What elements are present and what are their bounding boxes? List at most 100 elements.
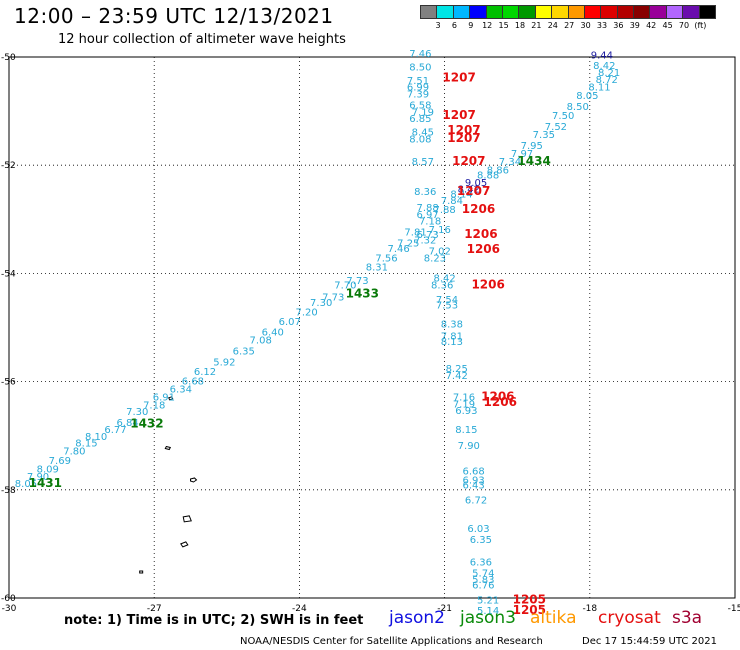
- wave-height-label: 6.68: [182, 376, 204, 387]
- legend-item-s3a: s3a: [672, 608, 703, 628]
- pass-time-label: 1206: [471, 278, 504, 292]
- map-frame: [8, 56, 736, 599]
- wave-height-label: 6.12: [194, 367, 216, 378]
- color-scale-label: 3: [435, 21, 441, 30]
- pass-time-label: 1206: [462, 202, 495, 216]
- pass-time-label: 1433: [346, 287, 379, 301]
- pass-time-label: 1206: [467, 242, 500, 256]
- legend-item-altika: altika: [530, 608, 577, 628]
- wave-height-label: 7.54: [436, 295, 458, 306]
- wave-height-label: 7.73: [322, 292, 344, 303]
- wave-height-label: 8.14: [450, 190, 472, 201]
- y-tick-label: -50: [1, 53, 16, 63]
- wave-height-label: 7.46: [387, 244, 409, 255]
- wave-height-label: 7.30: [126, 407, 148, 418]
- wave-height-label: 6.58: [409, 100, 431, 111]
- color-scale-label: 6: [451, 21, 457, 30]
- legend-item-jason3: jason3: [460, 608, 516, 628]
- wave-height-label: 6.93: [463, 475, 485, 486]
- pass-time-label: 1207: [442, 108, 475, 122]
- wave-height-label: 8.23: [424, 253, 446, 264]
- island-outline: [182, 515, 192, 523]
- color-scale-label: 12: [482, 21, 493, 30]
- color-scale-labels: 3 6 9 12 15 18 21 24 27 30 33 36 39 42 45 70 (ft): [421, 21, 731, 33]
- island-outline: [139, 570, 144, 574]
- wave-height-label: 8.05: [576, 91, 598, 102]
- wave-height-label: 8.42: [458, 184, 480, 195]
- wave-height-label: 8.72: [596, 75, 618, 86]
- legend-item-cryosat: cryosat: [598, 608, 661, 628]
- island-outline: [168, 396, 174, 401]
- color-scale-label: 18: [514, 21, 526, 30]
- wave-height-label: 6.35: [233, 347, 255, 358]
- x-tick-label: -21: [437, 604, 452, 614]
- wave-height-label: 7.69: [49, 456, 71, 467]
- wave-height-label: 7.81: [441, 331, 463, 342]
- x-tick-label: -15: [728, 604, 740, 614]
- wave-height-label: 6.36: [470, 558, 492, 569]
- wave-height-label: 7.95: [521, 141, 543, 152]
- color-scale-label: 39: [629, 21, 640, 30]
- footer-credit: NOAA/NESDIS Center for Satellite Applica…: [240, 636, 543, 647]
- island-outline: [190, 477, 198, 483]
- wave-height-label: 8.21: [598, 68, 620, 79]
- wave-height-label: 5.92: [213, 357, 235, 368]
- wave-height-label: 8.13: [441, 337, 463, 348]
- wave-height-label: 7.90: [458, 441, 480, 452]
- note-text: note: 1) Time is in UTC; 2) SWH is in fe…: [64, 613, 364, 628]
- wave-height-label: 8.38: [441, 320, 463, 331]
- pass-time-label: 1206: [484, 395, 517, 409]
- wave-height-label: 6.03: [467, 524, 489, 535]
- wave-height-label: 8.42: [593, 61, 615, 72]
- wave-height-label: 7.50: [552, 111, 574, 122]
- wave-height-label: 6.77: [104, 425, 126, 436]
- color-scale-label: 24: [547, 21, 558, 30]
- wave-height-label: 6.91: [153, 393, 175, 404]
- wave-height-label: 6.40: [262, 328, 284, 339]
- wave-height-label: 7.19: [412, 107, 434, 118]
- pass-time-label: 1207: [447, 123, 480, 137]
- wave-height-label: 7.34: [499, 157, 521, 168]
- wave-height-label: 7.25: [397, 238, 419, 249]
- pass-time-label: 1205: [513, 603, 546, 617]
- wave-height-label: 8.10: [85, 432, 107, 443]
- y-tick-label: -56: [1, 378, 16, 388]
- wave-height-label: 7.30: [310, 298, 332, 309]
- wave-height-label: 8.50: [567, 102, 589, 113]
- y-tick-label: -58: [1, 486, 16, 496]
- wave-height-label: 6.68: [463, 467, 485, 478]
- wave-height-label: 5.74: [472, 568, 494, 579]
- pass-time-label: 1207: [442, 70, 475, 84]
- wave-height-label: 7.08: [250, 336, 272, 347]
- color-scale-bar: [420, 5, 717, 19]
- color-scale-label: (ft): [694, 21, 707, 30]
- pass-time-label: 1207: [447, 131, 480, 145]
- wave-height-label: 7.39: [407, 90, 429, 101]
- color-scale-label: 15: [498, 21, 509, 30]
- color-scale-label: 9: [468, 21, 474, 30]
- wave-height-label: 6.35: [470, 535, 492, 546]
- wave-height-label: 8.57: [412, 157, 434, 168]
- wave-height-label: 8.31: [366, 263, 388, 274]
- island-outline: [164, 445, 172, 451]
- wave-height-label: 8.08: [409, 134, 431, 145]
- wave-height-label: 7.90: [27, 472, 49, 483]
- wave-height-label: 8.05: [15, 479, 37, 490]
- wave-height-label: 7.88: [417, 203, 439, 214]
- map-subtitle: 12 hour collection of altimeter wave hei…: [58, 32, 346, 47]
- wave-height-label: 8.42: [433, 274, 455, 285]
- wave-height-label: 7.84: [441, 196, 463, 207]
- legend-item-jason2: jason2: [389, 608, 445, 628]
- wave-height-label: 6.85: [409, 114, 431, 125]
- wave-height-label: 6.99: [407, 83, 429, 94]
- pass-time-label: 1434: [517, 154, 550, 168]
- footer-timestamp: Dec 17 15:44:59 UTC 2021: [582, 636, 717, 647]
- wave-height-label: 8.86: [487, 165, 509, 176]
- pass-time-label: 1206: [464, 227, 497, 241]
- pass-time-label: 1206: [481, 390, 514, 404]
- wave-height-label: 8.88: [477, 171, 499, 182]
- wave-height-label: 9.44: [591, 51, 613, 62]
- x-tick-label: -30: [2, 604, 17, 614]
- wave-height-label: 8.36: [414, 187, 436, 198]
- wave-height-label: 5.21: [477, 595, 499, 606]
